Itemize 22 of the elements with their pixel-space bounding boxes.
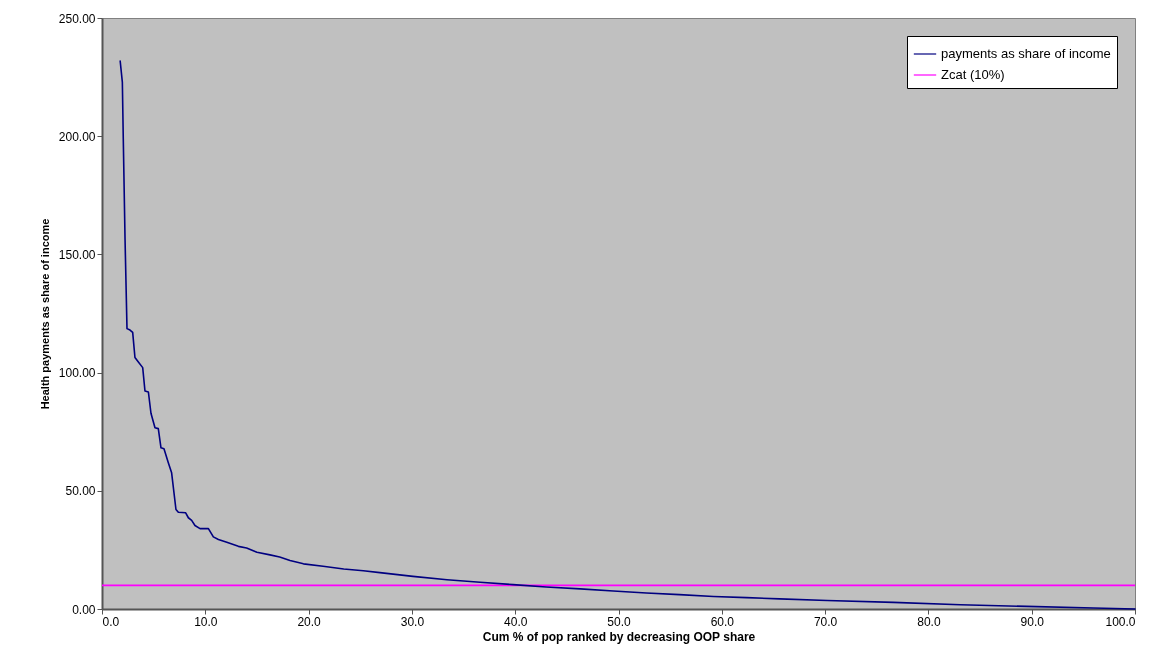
y-tick-label: 150.00 xyxy=(58,247,96,262)
legend-label: payments as share of income xyxy=(941,46,1111,61)
x-tick-label: 70.0 xyxy=(813,614,838,629)
y-tick-label: 100.00 xyxy=(58,366,96,381)
x-tick-label: 40.0 xyxy=(504,614,528,629)
x-tick-label: 20.0 xyxy=(297,614,322,629)
x-tick-label: 30.0 xyxy=(400,614,425,629)
x-tick-label: 90.0 xyxy=(1020,614,1045,629)
x-tick-label: 80.0 xyxy=(917,614,941,629)
line-series xyxy=(119,60,1136,610)
x-tick-label: 10.0 xyxy=(194,614,218,629)
x-tick-label: 0.0 xyxy=(102,614,120,629)
x-axis-title: Cum % of pop ranked by decreasing OOP share xyxy=(482,629,756,644)
y-tick-label: 250.00 xyxy=(58,11,96,26)
legend-label: Zcat (10%) xyxy=(941,67,1005,82)
x-tick-label: 50.0 xyxy=(607,614,631,629)
y-axis-title: Health payments as share of income xyxy=(38,218,51,410)
y-tick-label: 200.00 xyxy=(58,129,96,144)
y-tick-label: 50.00 xyxy=(65,484,96,499)
x-tick-label: 100.0 xyxy=(1105,614,1136,629)
x-tick-label: 60.0 xyxy=(710,614,735,629)
y-tick-label: 0.00 xyxy=(72,602,96,617)
